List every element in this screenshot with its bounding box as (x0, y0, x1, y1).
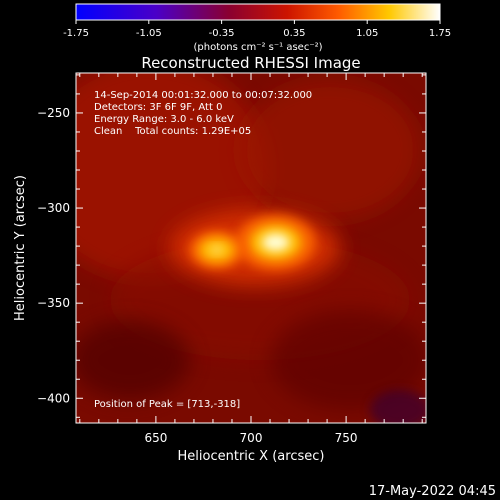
colorbar-tick-label: -1.05 (136, 28, 162, 39)
annotation-clean: Clean Total counts: 1.29E+05 (94, 126, 251, 137)
peak-position-text: Position of Peak = [713,-318] (94, 399, 240, 410)
colorbar-tick-label: 0.35 (283, 28, 305, 39)
y-tick-label: −250 (37, 106, 70, 120)
y-axis-label: Heliocentric Y (arcsec) (13, 175, 28, 321)
x-tick-label: 650 (144, 431, 167, 445)
heatmap-image (76, 73, 426, 423)
source-peak (210, 245, 224, 255)
colorbar (76, 4, 440, 20)
x-axis-label: Heliocentric X (arcsec) (178, 449, 325, 464)
annotation-detectors: Detectors: 3F 6F 9F, Att 0 (94, 102, 222, 113)
x-axis: 650 700 750 (79, 73, 423, 445)
source-peak (261, 233, 290, 252)
colorbar-unit-label: (photons cm⁻² s⁻¹ asec⁻²) (193, 42, 322, 53)
chart-title: Reconstructed RHESSI Image (141, 54, 360, 72)
colorbar-tick-label: 1.05 (356, 28, 378, 39)
colorbar-frame (75, 3, 441, 21)
y-tick-label: −300 (37, 201, 70, 215)
y-tick-label: −350 (37, 296, 70, 310)
annotation-time: 14-Sep-2014 00:01:32.000 to 00:07:32.000 (94, 90, 312, 101)
y-tick-label: −400 (37, 391, 70, 405)
colorbar-ticks: -1.75 -1.05 -0.35 0.35 1.05 1.75 (63, 20, 451, 39)
annotation-energy: Energy Range: 3.0 - 6.0 keV (94, 114, 234, 125)
colorbar-tick-label: -1.75 (63, 28, 89, 39)
x-tick-label: 750 (335, 431, 358, 445)
colorbar-tick-label: 1.75 (429, 28, 451, 39)
colorbar-tick-label: -0.35 (209, 28, 235, 39)
footer-date: 17-May-2022 04:45 (369, 484, 496, 499)
y-axis: −250 −300 −350 −400 (37, 74, 426, 418)
x-tick-label: 700 (240, 431, 263, 445)
